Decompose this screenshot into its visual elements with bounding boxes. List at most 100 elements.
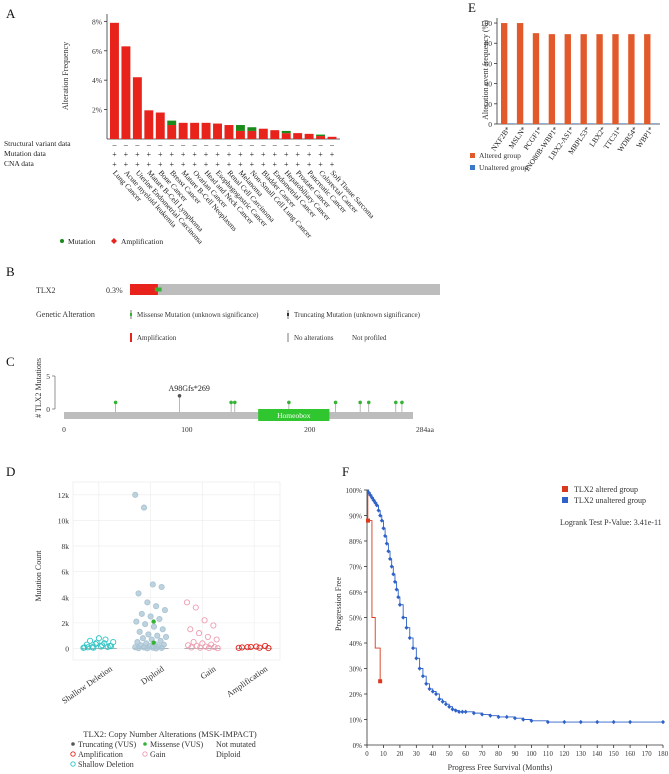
f-censor-mark (562, 719, 567, 725)
c-lollipop-label: A98Gfs*269 (169, 384, 210, 393)
a-row-symbol: + (124, 160, 129, 169)
a-bar-amplification (110, 22, 119, 139)
d-point (142, 621, 149, 628)
d-point (138, 610, 145, 617)
a-bar-mutation (316, 134, 326, 137)
f-legend-label: TLX2 unaltered group (574, 496, 646, 505)
d-point (98, 643, 105, 650)
d-point (135, 590, 142, 597)
f-legend-swatch (562, 497, 568, 503)
a-row-symbol: – (180, 140, 186, 149)
b-legend-none-swatch (287, 333, 289, 342)
a-row-symbol: + (147, 160, 152, 169)
f-x-tick-label: 120 (559, 751, 570, 758)
e-y-axis-label: Alteration event frequency (%) (481, 20, 490, 120)
a-y-tick-label: 4% (92, 76, 102, 85)
a-row-symbol: – (134, 140, 140, 149)
a-legend-amplification-label: Amplification (121, 237, 163, 246)
a-bar-amplification (281, 133, 291, 139)
f-censor-mark (443, 702, 448, 707)
b-oncoprint-track (130, 284, 440, 295)
a-row-symbol: + (330, 150, 335, 159)
d-point (156, 615, 163, 623)
f-censor-mark (504, 714, 509, 720)
f-censor-mark (424, 681, 429, 686)
d-point-missense (151, 640, 156, 645)
f-censor-mark (407, 635, 412, 641)
d-y-tick-label: 2k (62, 619, 70, 628)
f-annotation: Logrank Test P-Value: 3.41e-11 (560, 518, 662, 527)
a-row-symbol: – (295, 140, 301, 149)
e-bar-altered (628, 34, 635, 124)
panel-a: A Alteration Frequency 2% 4% 6% 8% Structur… (4, 6, 377, 246)
c-lollipop-head (393, 400, 398, 405)
panel-d: D Mutation Count 0 2k 4k 6k 8k 10k 12k Shallow … (6, 464, 281, 769)
f-censor-mark (414, 656, 419, 661)
e-bar-unaltered (619, 123, 626, 124)
a-row-symbol: – (318, 140, 324, 149)
e-bar-unaltered (587, 123, 595, 124)
b-legend-none-label: No alterations (294, 334, 334, 342)
d-point (162, 633, 170, 640)
f-censor-mark (440, 699, 445, 704)
a-row-symbol: + (181, 150, 186, 159)
f-censor-mark (391, 571, 396, 577)
a-row-symbol: + (261, 150, 266, 159)
a-bar-amplification (304, 133, 314, 139)
f-x-tick-label: 70 (479, 751, 486, 758)
f-censor-mark (427, 686, 432, 692)
d-legend-label: Shallow Deletion (78, 760, 134, 769)
f-censor-mark (394, 587, 399, 592)
f-y-axis-label: Progression Free (334, 577, 343, 631)
d-point (161, 607, 168, 614)
e-y-tick-label: 20 (485, 100, 493, 109)
a-row-symbol: + (284, 160, 289, 169)
e-bar-plot: 020406080100NXF2B*MSLN*PCGF1*INO80B-WBP1… (481, 18, 660, 173)
a-row-symbol: + (284, 150, 289, 159)
a-bar-amplification (270, 130, 280, 139)
f-y-tick-label: 70% (349, 564, 362, 572)
e-bar-unaltered (635, 123, 642, 124)
a-bar-amplification (178, 122, 188, 139)
a-bar-amplification (167, 125, 177, 139)
a-legend-mutation-dot (60, 239, 64, 243)
e-y-tick-label: 0 (488, 120, 492, 129)
panel-letter-b: B (6, 264, 15, 279)
d-point (140, 504, 148, 511)
d-point (81, 644, 88, 651)
a-row-symbol: + (307, 160, 312, 169)
f-censor-mark (386, 549, 391, 554)
a-bars (110, 22, 337, 140)
d-point (213, 636, 220, 643)
d-point (204, 633, 211, 640)
f-x-tick-label: 110 (543, 751, 554, 758)
panel-letter-a: A (6, 6, 16, 21)
d-point (197, 644, 204, 651)
a-row-symbol: + (215, 160, 220, 169)
e-bar-altered (596, 34, 603, 124)
a-row-symbol: + (181, 160, 186, 169)
f-x-axis-label: Progress Free Survival (Months) (448, 763, 553, 772)
a-row-symbol: + (192, 160, 197, 169)
d-point (84, 644, 91, 651)
c-x-tick-label: 100 (181, 425, 193, 434)
a-row-symbol: + (192, 150, 197, 159)
panel-letter-e: E (468, 0, 476, 15)
e-legend-swatch (470, 153, 475, 158)
f-censor-mark (411, 645, 416, 651)
d-y-tick-label: 8k (62, 542, 70, 551)
f-y-tick-label: 30% (349, 666, 362, 674)
e-bar-unaltered (539, 123, 547, 124)
a-row-symbol: + (227, 150, 232, 159)
f-censor-mark (488, 713, 493, 718)
f-censor-mark (611, 719, 616, 725)
d-y-tick-label: 6k (62, 568, 70, 577)
e-bar-unaltered (603, 123, 610, 124)
c-lollipop-head (113, 400, 118, 405)
a-row-symbol: + (112, 160, 117, 169)
a-bar-amplification (224, 125, 234, 139)
b-legend-missense-mark (130, 313, 132, 316)
f-censor-mark (374, 503, 379, 508)
